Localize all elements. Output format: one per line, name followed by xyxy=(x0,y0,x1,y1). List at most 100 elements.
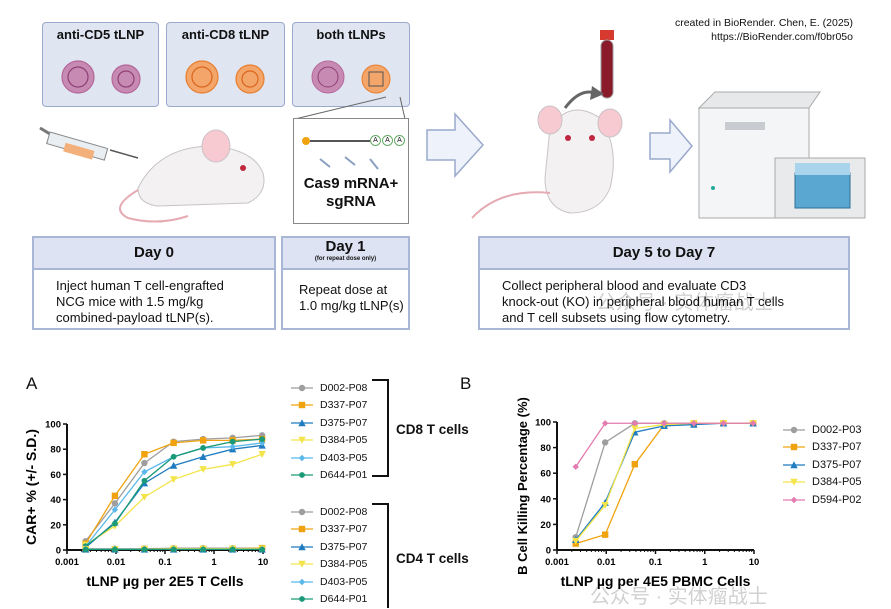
day-1-header: Day 1 (for repeat dose only) xyxy=(283,238,408,270)
data-point xyxy=(140,493,149,501)
x-tick-label: 10 xyxy=(258,557,269,568)
day-0-line: Inject human T cell-engrafted xyxy=(56,278,224,293)
legend-label: D594-P02 xyxy=(812,493,862,506)
legend-item: D384-P05 xyxy=(290,432,367,450)
data-point xyxy=(170,453,177,460)
payload-label-line-1: Cas9 mRNA+ xyxy=(303,175,399,192)
data-point xyxy=(229,546,236,553)
data-point xyxy=(228,461,237,469)
legend-label: D002-P08 xyxy=(320,505,368,518)
legend-b: D002-P03 D337-P07 D375-P07 D384-P05 D594-P02 xyxy=(782,421,862,509)
diamond-marker-icon xyxy=(291,454,313,461)
y-tick-label: 60 xyxy=(540,469,551,480)
anti-cd8-label: anti-CD8 tLNP xyxy=(181,27,270,42)
both-tlnps-box: both tLNPs xyxy=(292,22,410,107)
series-line-D002-P03 xyxy=(575,422,754,538)
data-point xyxy=(199,453,207,460)
legend-item: D337-P07 xyxy=(290,521,367,539)
anti-cd8-tlnp-box: anti-CD8 tLNP xyxy=(166,22,285,107)
timeline-day-0: Day 0 Inject human T cell-engrafted NCG … xyxy=(32,236,276,330)
nanoparticle-icon xyxy=(311,60,391,94)
data-point xyxy=(298,419,306,426)
anti-cd5-tlnp-box: anti-CD5 tLNP xyxy=(42,22,159,107)
diamond-marker-icon xyxy=(291,578,313,585)
legend-cd4: D002-P08 D337-P07 D375-P07 D384-P05 D403-P05… xyxy=(290,503,367,608)
legend-item: D403-P05 xyxy=(290,573,367,591)
circle-marker-icon xyxy=(291,508,313,515)
x-axis-label: tLNP µg per 2E5 T Cells xyxy=(86,573,243,589)
day-1-description: Repeat dose at 1.0 mg/kg tLNP(s) xyxy=(283,270,408,314)
data-point xyxy=(199,437,207,444)
legend-cd8: D002-P08 D337-P07 D375-P07 D384-P05 D403-P05… xyxy=(290,379,367,484)
data-point xyxy=(141,477,148,484)
data-point xyxy=(112,546,118,553)
y-tick-label: 100 xyxy=(535,418,551,429)
data-point xyxy=(298,454,306,461)
hexagon-marker-icon xyxy=(291,472,313,479)
data-point xyxy=(200,546,207,553)
flow-cytometer-icon xyxy=(697,91,866,219)
y-tick-label: 100 xyxy=(45,420,61,431)
anti-cd5-label: anti-CD5 tLNP xyxy=(56,27,145,42)
data-point xyxy=(259,546,266,553)
data-point xyxy=(790,479,798,486)
circle-marker-icon xyxy=(783,426,805,433)
y-axis-label: CAR+ % (+/- S.D.) xyxy=(23,429,39,545)
data-point xyxy=(690,420,698,427)
panel-a-label: A xyxy=(26,374,38,393)
data-point xyxy=(720,420,727,427)
square-marker-icon xyxy=(783,444,805,451)
timeline-day-5-to-7: Day 5 to Day 7 Collect peripheral blood … xyxy=(478,236,850,330)
legend-label: D644-P01 xyxy=(320,469,368,482)
data-point xyxy=(82,546,89,553)
watermark: 公众号 · 实体瘤战士 xyxy=(596,292,774,314)
data-point xyxy=(572,463,579,470)
day-5-7-line: and T cell subsets using flow cytometry. xyxy=(502,310,731,325)
data-point xyxy=(229,443,236,450)
cd4-group-label: CD4 T cells xyxy=(396,551,469,566)
y-tick-label: 20 xyxy=(540,520,551,531)
biorender-credit: created in BioRender. Chen, E. (2025) ht… xyxy=(675,16,853,44)
legend-item: D644-P01 xyxy=(290,467,367,485)
poly-a-letter: A xyxy=(394,135,405,146)
data-point xyxy=(169,461,178,469)
credit-line-1: created in BioRender. Chen, E. (2025) xyxy=(674,17,853,29)
data-point xyxy=(299,596,305,603)
data-point xyxy=(790,426,798,433)
data-point xyxy=(790,496,798,503)
day-1-subtitle: (for repeat dose only) xyxy=(314,256,377,262)
day-0-description: Inject human T cell-engrafted NCG mice w… xyxy=(34,270,274,326)
series-line-D384-P05 xyxy=(575,422,754,542)
timeline-day-1: Day 1 (for repeat dose only) Repeat dose… xyxy=(281,236,410,330)
legend-item: D375-P07 xyxy=(290,414,367,432)
nanoparticle-icon xyxy=(185,60,265,94)
y-tick-label: 0 xyxy=(56,546,61,557)
poly-a-letter: A xyxy=(382,135,393,146)
poly-a-letter: A xyxy=(370,135,381,146)
x-tick-label: 0.01 xyxy=(597,557,616,568)
x-tick-label: 10 xyxy=(749,557,760,568)
nanoparticle-icon xyxy=(61,60,141,94)
data-point xyxy=(259,436,266,442)
data-point xyxy=(298,384,306,391)
data-point xyxy=(258,451,266,458)
data-point xyxy=(601,502,609,509)
legend-label: D403-P05 xyxy=(320,575,368,588)
legend-label: D644-P01 xyxy=(320,593,368,606)
poly-a-tail: A A A xyxy=(370,135,405,146)
mrna-sgrna-icon xyxy=(302,137,379,170)
x-tick-label: 0.001 xyxy=(55,557,79,568)
series-line-D375-P07 xyxy=(575,422,754,541)
legend-item: D594-P02 xyxy=(782,491,862,509)
day-0-title: Day 0 xyxy=(34,238,274,270)
day-1-line: 1.0 mg/kg tLNP(s) xyxy=(299,298,404,313)
square-marker-icon xyxy=(291,402,313,409)
legend-item: D002-P03 xyxy=(782,421,862,439)
group-brackets xyxy=(372,379,389,608)
blood-collection-illustration xyxy=(471,30,623,219)
triangle-down-marker-icon xyxy=(291,561,313,568)
payload-label: Cas9 mRNA+ sgRNA xyxy=(294,175,408,211)
